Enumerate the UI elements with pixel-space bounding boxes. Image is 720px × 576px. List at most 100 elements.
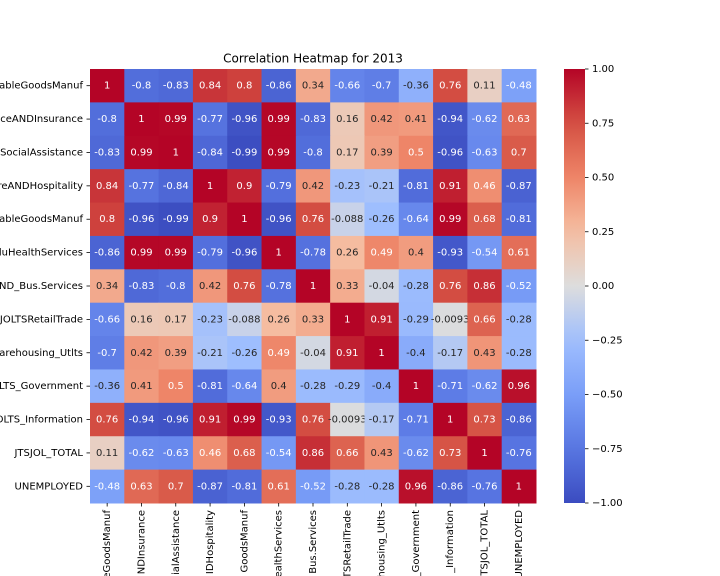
- heatmap-cell: [330, 436, 365, 471]
- cell-label: -0.86: [437, 481, 463, 492]
- heatmap-cell: [192, 235, 228, 270]
- cell-label: -0.87: [506, 181, 532, 192]
- cell-label: -0.78: [300, 248, 326, 259]
- heatmap-cell: [158, 235, 194, 270]
- x-tick-label: Bus.Services: [308, 510, 319, 574]
- cell-label: -0.0093: [328, 415, 367, 426]
- heatmap-cell: [192, 369, 228, 404]
- heatmap-cell: [433, 436, 468, 471]
- heatmap-cell: [330, 202, 365, 237]
- cell-label: -0.21: [197, 348, 223, 359]
- cell-label: -0.94: [129, 415, 155, 426]
- heatmap-cell: [398, 169, 434, 204]
- x-tick-label: NDInsurance: [136, 510, 147, 574]
- cell-label: -0.17: [437, 348, 463, 359]
- cell-label: -0.76: [506, 448, 532, 459]
- heatmap-cell: [192, 69, 228, 103]
- cell-label: 0.99: [165, 114, 187, 125]
- heatmap-cell: [364, 235, 400, 270]
- cell-label: -0.8: [132, 81, 152, 92]
- cell-label: -0.96: [437, 147, 463, 158]
- heatmap-cell: [227, 135, 263, 170]
- cell-label: -0.52: [506, 281, 532, 292]
- heatmap-cell: [227, 69, 263, 103]
- cell-label: 0.16: [336, 114, 358, 125]
- cell-label: 0.26: [268, 314, 290, 325]
- cell-label: -0.99: [231, 147, 257, 158]
- heatmap-cell: [501, 135, 537, 170]
- cell-label: -0.26: [369, 214, 395, 225]
- cell-label: -0.83: [300, 114, 326, 125]
- cell-label: -0.4: [406, 348, 426, 359]
- heatmap-cell: [192, 302, 228, 337]
- heatmap-cell: [467, 402, 503, 437]
- cell-label: 1: [173, 147, 179, 158]
- heatmap-cell: [433, 302, 468, 337]
- cell-label: -0.93: [437, 248, 463, 259]
- heatmap-cell: [364, 102, 400, 137]
- heatmap-cell: [261, 69, 297, 103]
- heatmap-cell: [364, 69, 400, 103]
- cell-label: -0.29: [403, 314, 429, 325]
- heatmap-cell: [261, 235, 297, 270]
- heatmap-cell: [433, 69, 468, 103]
- cell-label: 0.61: [508, 248, 530, 259]
- heatmap-cell: [261, 402, 297, 437]
- cell-label: 0.39: [370, 147, 392, 158]
- cell-label: 0.16: [130, 314, 152, 325]
- heatmap-cell: [90, 235, 125, 270]
- cell-label: 0.68: [233, 448, 255, 459]
- heatmap-cell: [364, 302, 400, 337]
- heatmap-cell: [501, 235, 537, 270]
- x-tick-label: ialAssistance: [171, 510, 182, 575]
- heatmap-cell: [433, 336, 468, 370]
- cell-label: -0.78: [266, 281, 292, 292]
- colorbar-tick-label: 0.50: [592, 173, 614, 184]
- heatmap-cell: [501, 436, 537, 471]
- heatmap-cell: [398, 469, 434, 504]
- cell-label: 1: [276, 248, 282, 259]
- heatmap-cell: [398, 69, 434, 103]
- cell-label: 0.43: [370, 448, 392, 459]
- cell-label: 0.8: [99, 214, 115, 225]
- chart-title: Correlation Heatmap for 2013: [223, 52, 403, 66]
- cell-label: 0.4: [408, 248, 424, 259]
- cell-label: -0.62: [129, 448, 155, 459]
- cell-label: -0.71: [437, 381, 463, 392]
- cell-label: -0.7: [372, 81, 392, 92]
- heatmap-cell: [295, 69, 331, 103]
- heatmap-cell: [261, 269, 297, 304]
- heatmap-cell: [124, 202, 160, 237]
- cell-label: 0.66: [336, 448, 358, 459]
- heatmap-cell: [295, 436, 331, 471]
- heatmap-cell: [295, 169, 331, 204]
- heatmap-cell: [398, 302, 434, 337]
- cell-label: 1: [207, 181, 213, 192]
- heatmap-cell: [501, 202, 537, 237]
- cell-label: -0.8: [166, 281, 186, 292]
- cell-label: -0.28: [334, 481, 360, 492]
- heatmap-cell: [261, 369, 297, 404]
- heatmap-cell: [261, 436, 297, 471]
- heatmap-cell: [192, 269, 228, 304]
- y-tick-label: ableGoodsManuf: [0, 214, 83, 225]
- cell-label: -0.83: [163, 81, 189, 92]
- heatmap-cell: [501, 169, 537, 204]
- heatmap-cell: [90, 69, 125, 103]
- cell-label: 0.49: [370, 248, 392, 259]
- cell-label: 0.42: [199, 281, 221, 292]
- cell-label: -0.62: [403, 448, 429, 459]
- heatmap-cell: [433, 202, 468, 237]
- heatmap-cell: [227, 469, 263, 504]
- y-tick-label: SocialAssistance: [0, 147, 83, 158]
- y-tick-label: ableGoodsManuf: [0, 81, 83, 92]
- cell-label: 1: [104, 81, 110, 92]
- cell-label: -0.48: [94, 481, 120, 492]
- cell-label: 0.33: [336, 281, 358, 292]
- cell-label: 0.91: [336, 348, 358, 359]
- heatmap-cell: [364, 269, 400, 304]
- cell-label: 0.76: [302, 415, 324, 426]
- heatmap-cell: [192, 202, 228, 237]
- heatmap-cell: [364, 202, 400, 237]
- heatmap-cell: [261, 135, 297, 170]
